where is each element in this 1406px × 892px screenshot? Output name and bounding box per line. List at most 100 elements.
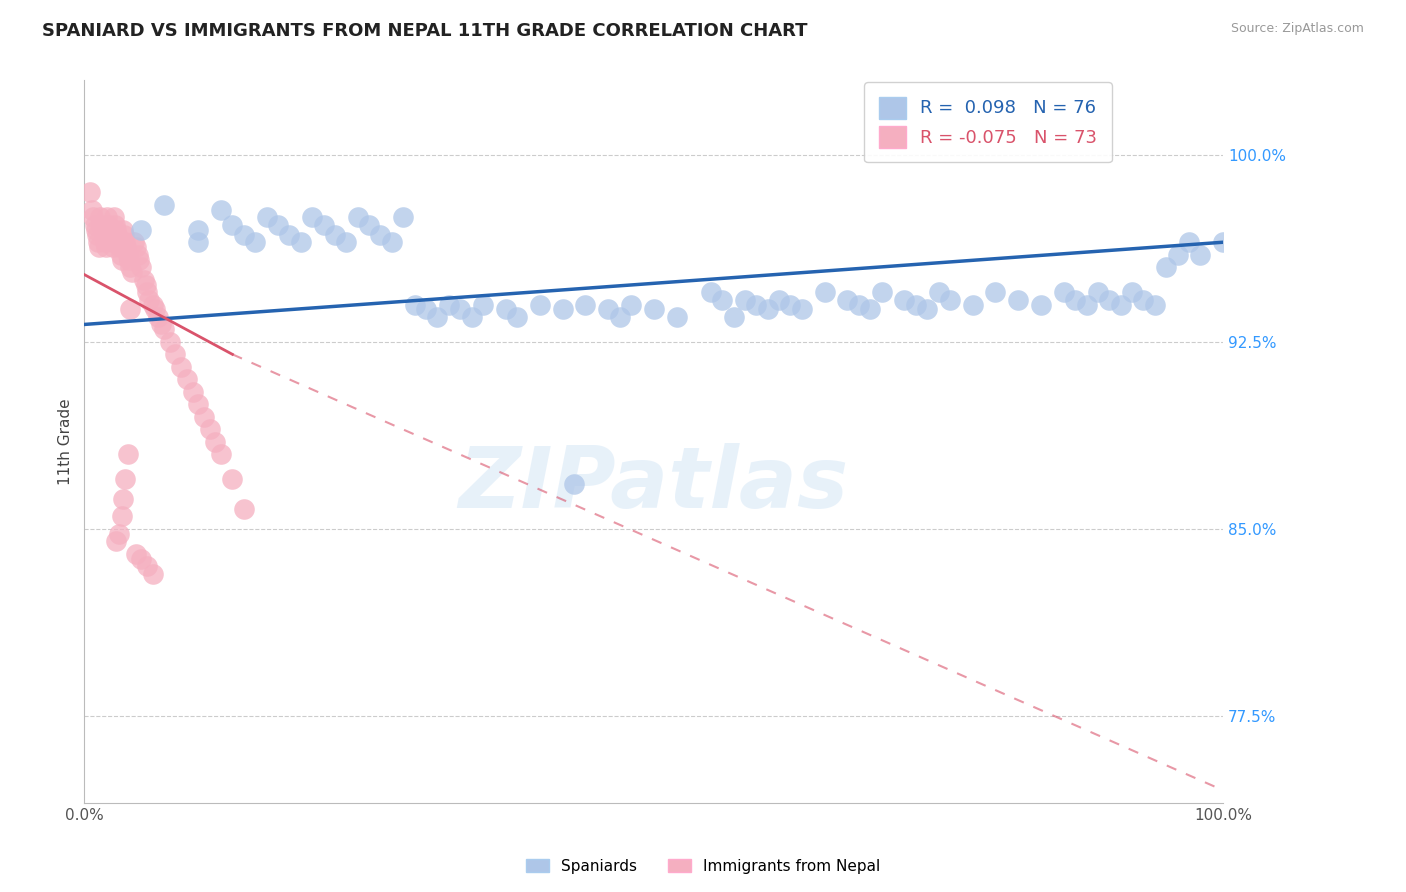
Point — [170, 359, 193, 374]
Point — [1098, 293, 1121, 307]
Point — [814, 285, 837, 299]
Point — [915, 302, 938, 317]
Point — [1132, 293, 1154, 307]
Point — [84, 223, 107, 237]
Point — [128, 252, 150, 267]
Point — [132, 272, 155, 286]
Point — [107, 235, 129, 250]
Point — [392, 211, 415, 225]
Point — [104, 218, 127, 232]
Point — [495, 302, 517, 317]
Point — [135, 277, 157, 292]
Point — [187, 223, 209, 237]
Point — [449, 302, 471, 317]
Point — [89, 211, 111, 225]
Point — [335, 235, 357, 250]
Point — [112, 491, 135, 506]
Point — [86, 227, 108, 242]
Text: Source: ZipAtlas.com: Source: ZipAtlas.com — [1230, 22, 1364, 36]
Point — [91, 223, 114, 237]
Point — [437, 297, 460, 311]
Point — [117, 248, 139, 262]
Point — [89, 240, 111, 254]
Point — [984, 285, 1007, 299]
Point — [105, 223, 128, 237]
Point — [87, 235, 110, 250]
Point — [711, 293, 734, 307]
Point — [124, 235, 146, 250]
Point — [562, 476, 585, 491]
Point — [1212, 235, 1234, 250]
Point — [870, 285, 893, 299]
Point — [96, 211, 118, 225]
Point — [105, 227, 128, 242]
Point — [117, 447, 139, 461]
Point — [115, 240, 138, 254]
Point — [143, 302, 166, 317]
Point — [105, 534, 128, 549]
Point — [404, 297, 426, 311]
Point — [790, 302, 813, 317]
Point — [1167, 248, 1189, 262]
Point — [665, 310, 688, 324]
Point — [83, 218, 105, 232]
Point — [359, 218, 381, 232]
Point — [609, 310, 631, 324]
Point — [962, 297, 984, 311]
Point — [114, 472, 136, 486]
Point — [1029, 297, 1052, 311]
Point — [904, 297, 927, 311]
Point — [142, 566, 165, 581]
Point — [136, 559, 159, 574]
Point — [290, 235, 312, 250]
Point — [1178, 235, 1201, 250]
Point — [1053, 285, 1076, 299]
Point — [643, 302, 665, 317]
Point — [98, 223, 121, 237]
Point — [82, 211, 104, 225]
Point — [153, 322, 176, 336]
Point — [323, 227, 346, 242]
Point — [101, 240, 124, 254]
Point — [1064, 293, 1087, 307]
Point — [112, 227, 135, 242]
Point — [267, 218, 290, 232]
Text: SPANIARD VS IMMIGRANTS FROM NEPAL 11TH GRADE CORRELATION CHART: SPANIARD VS IMMIGRANTS FROM NEPAL 11TH G… — [42, 22, 807, 40]
Point — [138, 293, 160, 307]
Point — [176, 372, 198, 386]
Point — [1087, 285, 1109, 299]
Point — [1076, 297, 1098, 311]
Y-axis label: 11th Grade: 11th Grade — [58, 398, 73, 485]
Point — [204, 434, 226, 449]
Point — [551, 302, 574, 317]
Point — [529, 297, 551, 311]
Legend: Spaniards, Immigrants from Nepal: Spaniards, Immigrants from Nepal — [520, 853, 886, 880]
Point — [153, 198, 176, 212]
Point — [426, 310, 449, 324]
Point — [111, 509, 134, 524]
Point — [181, 384, 204, 399]
Point — [598, 302, 620, 317]
Point — [848, 297, 870, 311]
Point — [100, 235, 122, 250]
Point — [278, 227, 301, 242]
Point — [90, 218, 112, 232]
Point — [756, 302, 779, 317]
Point — [1121, 285, 1143, 299]
Point — [114, 235, 136, 250]
Point — [779, 297, 801, 311]
Point — [100, 227, 122, 242]
Point — [221, 218, 243, 232]
Point — [1143, 297, 1166, 311]
Point — [121, 265, 143, 279]
Point — [187, 235, 209, 250]
Point — [112, 223, 135, 237]
Point — [837, 293, 859, 307]
Point — [187, 397, 209, 411]
Point — [574, 297, 596, 311]
Point — [745, 297, 768, 311]
Point — [136, 285, 159, 299]
Point — [94, 240, 117, 254]
Point — [232, 501, 254, 516]
Point — [131, 260, 153, 274]
